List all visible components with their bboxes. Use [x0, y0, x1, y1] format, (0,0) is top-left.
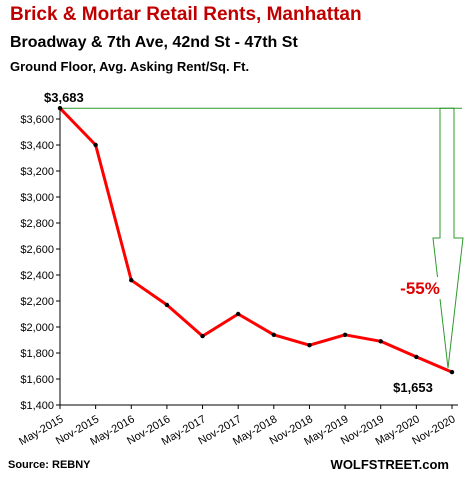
- chart-subtitle: Broadway & 7th Ave, 42nd St - 47th St: [10, 34, 298, 51]
- change-label-background: [398, 277, 442, 299]
- source-note: Source: REBNY: [8, 459, 91, 471]
- data-point: [271, 332, 277, 337]
- y-tick-label: $3,400: [20, 140, 54, 152]
- first-value-label: $3,683: [44, 90, 84, 105]
- data-point: [307, 343, 312, 348]
- data-point: [342, 332, 348, 337]
- brand-label: WOLFSTREET.com: [330, 457, 449, 472]
- data-point: [129, 278, 134, 283]
- decline-arrow: [432, 107, 464, 369]
- y-tick-label: $2,800: [20, 218, 54, 230]
- data-point: [449, 369, 455, 375]
- data-point: [378, 339, 383, 344]
- data-point: [200, 333, 205, 339]
- data-point: [235, 311, 241, 317]
- y-tick-label: $3,000: [20, 192, 54, 204]
- data-point: [93, 142, 98, 148]
- y-tick-label: $1,800: [20, 348, 54, 360]
- data-point: [57, 106, 63, 111]
- y-tick-label: $2,600: [20, 244, 54, 256]
- y-tick-label: $1,400: [20, 400, 54, 412]
- y-tick-label: $1,600: [20, 374, 54, 386]
- last-value-label: $1,653: [393, 380, 433, 395]
- chart-title: Brick & Mortar Retail Rents, Manhattan: [10, 4, 362, 25]
- chart-subtitle-units: Ground Floor, Avg. Asking Rent/Sq. Ft.: [10, 59, 250, 74]
- series-line: [58, 107, 453, 374]
- data-point: [414, 354, 419, 360]
- data-point: [164, 302, 170, 308]
- y-tick-label: $3,200: [20, 166, 54, 178]
- y-tick-label: $2,400: [20, 270, 54, 282]
- change-percent-label: -55%: [400, 279, 440, 298]
- y-tick-label: $2,000: [20, 322, 54, 334]
- y-tick-label: $2,200: [20, 296, 54, 308]
- y-tick-label: $3,600: [20, 114, 54, 126]
